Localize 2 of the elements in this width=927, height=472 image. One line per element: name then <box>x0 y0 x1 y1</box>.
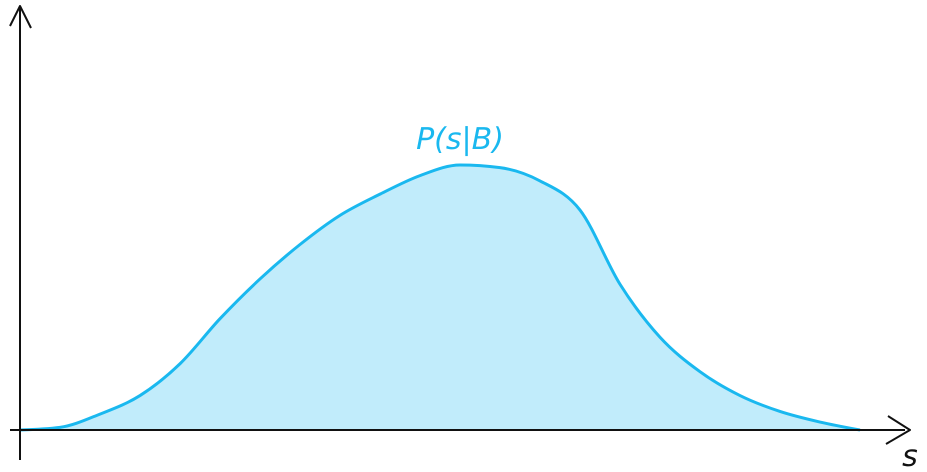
x-axis-title: s <box>902 439 918 472</box>
series-label: P(s|B) <box>416 122 504 157</box>
